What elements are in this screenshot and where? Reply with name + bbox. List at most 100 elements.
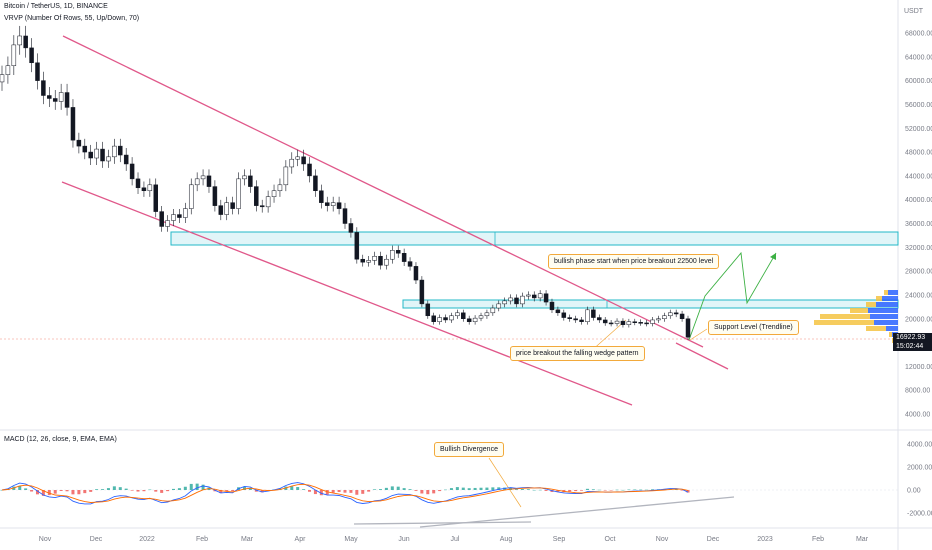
- macd-histogram-bar: [154, 490, 158, 492]
- candle-body: [384, 258, 389, 266]
- volume-profile-bar-down: [866, 326, 886, 331]
- macd-divergence-line-1[interactable]: [353, 521, 532, 525]
- macd-histogram-bar: [219, 490, 223, 494]
- macd-tick-label: 0.00: [907, 488, 921, 495]
- candle-body: [218, 205, 224, 215]
- candle-body: [348, 223, 354, 233]
- price-tick-label: 48000.00: [905, 150, 932, 157]
- candle-body: [141, 187, 147, 192]
- candle-body: [437, 317, 442, 322]
- price-tick-label: 44000.00: [905, 173, 932, 180]
- macd-histogram-bar: [160, 490, 164, 493]
- candle-body: [614, 320, 620, 324]
- candle-body: [591, 309, 596, 318]
- macd-histogram-bar: [24, 488, 28, 490]
- macd-histogram-bar: [172, 488, 175, 490]
- macd-histogram-bar: [18, 485, 22, 490]
- macd-histogram-bar: [414, 490, 418, 491]
- time-tick-label: Mar: [241, 536, 254, 543]
- time-tick-label: Nov: [39, 536, 52, 543]
- support-pointer: [689, 328, 708, 341]
- macd-axis[interactable]: 4000.00 2000.00 0.00 -2000.00: [907, 442, 932, 518]
- candle-body: [147, 184, 153, 192]
- annotation-divergence[interactable]: Bullish Divergence: [434, 442, 504, 457]
- macd-histogram-bar: [473, 487, 477, 490]
- candle-body: [336, 202, 342, 209]
- candle-body: [449, 315, 454, 321]
- macd-histogram-bar: [426, 490, 430, 495]
- price-tick-label: 24000.00: [905, 292, 932, 299]
- macd-histogram-bar: [136, 490, 140, 492]
- time-tick-label: Feb: [196, 536, 208, 543]
- candle-body: [165, 220, 170, 227]
- macd-histogram-bar: [47, 490, 51, 496]
- macd-histogram-bar: [515, 489, 518, 490]
- price-tick-label: 32000.00: [905, 245, 932, 252]
- resistance-zone-32000[interactable]: [170, 231, 899, 246]
- candle-body: [419, 279, 425, 305]
- macd-histogram-bar: [83, 490, 87, 494]
- annotation-bullish-phase[interactable]: bullish phase start when price breakout …: [548, 254, 720, 269]
- macd-histogram-bar: [166, 490, 170, 492]
- candle-body: [573, 318, 578, 321]
- macd-histogram-bar: [591, 489, 595, 490]
- wedge-upper-trendline[interactable]: [62, 35, 704, 348]
- macd-histogram-bar: [373, 489, 377, 490]
- candle-body: [23, 35, 28, 49]
- candle-body: [662, 315, 667, 319]
- macd-histogram-bar: [325, 490, 329, 495]
- support-trendline[interactable]: [675, 342, 729, 370]
- candle-body: [484, 312, 490, 317]
- macd-histogram-bar: [574, 490, 578, 492]
- macd-histogram-bar: [254, 490, 258, 492]
- indicator-title[interactable]: VRVP (Number Of Rows, 55, Up/Down, 70): [4, 15, 140, 22]
- candle-body: [407, 261, 413, 267]
- candle-body: [100, 148, 105, 162]
- macd-divergence-line-2[interactable]: [419, 496, 735, 528]
- candle-body: [543, 293, 549, 303]
- macd-histogram-bar: [674, 489, 678, 490]
- macd-histogram-bar: [444, 489, 448, 491]
- macd-histogram-bar: [225, 490, 229, 492]
- macd-title[interactable]: MACD (12, 26, close, 9, EMA, EMA): [4, 436, 117, 443]
- candle-body: [5, 65, 11, 75]
- time-tick-label: 2023: [757, 536, 773, 543]
- time-tick-label: Dec: [90, 536, 103, 543]
- candle-body: [224, 202, 229, 215]
- volume-profile-bar-up: [888, 290, 898, 295]
- price-tick-label: 8000.00: [905, 388, 930, 395]
- macd-histogram-bar: [585, 488, 589, 490]
- macd-signal-line: [1, 483, 689, 503]
- macd-histogram-bar: [615, 489, 619, 491]
- macd-histogram-bar: [449, 488, 453, 490]
- macd-histogram-bar: [438, 490, 442, 492]
- time-axis[interactable]: Nov Dec 2022 Feb Mar Apr May Jun Jul Aug Sep Oct Nov…: [39, 536, 869, 543]
- macd-histogram-bar: [41, 490, 45, 496]
- macd-tick-label: -2000.00: [907, 511, 932, 518]
- macd-histogram-bar: [378, 489, 382, 490]
- symbol-title[interactable]: Bitcoin / TetherUS, 1D, BINANCE: [4, 3, 108, 10]
- breakout-zone-22500[interactable]: [402, 299, 899, 309]
- candle-body: [579, 319, 584, 322]
- candle-body: [455, 312, 460, 317]
- macd-tick-label: 2000.00: [907, 465, 932, 472]
- candle-body: [325, 202, 330, 206]
- macd-histogram-bar: [177, 488, 181, 490]
- candle-body: [632, 321, 638, 323]
- price-axis[interactable]: 68000.00 64000.00 60000.00 56000.00 52000.00…: [905, 31, 932, 419]
- macd-histogram-bar: [53, 490, 57, 494]
- macd-histogram-bar: [124, 488, 128, 490]
- macd-histogram-bar: [349, 490, 353, 493]
- macd-histogram-bar: [319, 490, 323, 496]
- projection-path[interactable]: [688, 251, 777, 341]
- candle-body: [608, 322, 614, 325]
- wedge-lower-trendline[interactable]: [61, 181, 633, 406]
- price-tick-label: 40000.00: [905, 197, 932, 204]
- annotation-support-level[interactable]: Support Level (Trendline): [708, 320, 799, 335]
- annotation-breakout[interactable]: price breakout the falling wedge pattern: [510, 346, 645, 361]
- candle-body: [123, 154, 129, 165]
- macd-histogram-bar: [355, 490, 359, 495]
- price-tick-label: 28000.00: [905, 269, 932, 276]
- macd-histogram-bar: [633, 489, 637, 490]
